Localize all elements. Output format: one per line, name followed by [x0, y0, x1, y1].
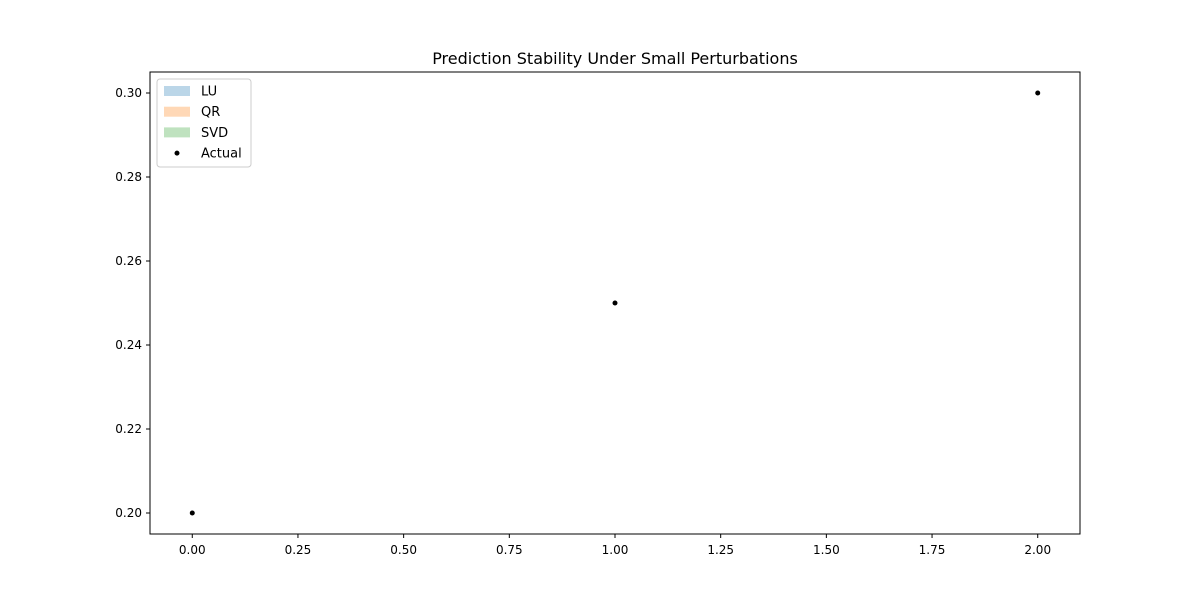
- x-tick-label: 1.50: [813, 543, 840, 557]
- y-axis: 0.20 0.22 0.24 0.26 0.28 0.30: [115, 86, 150, 520]
- legend-label-svd: SVD: [201, 126, 228, 141]
- x-tick-label: 1.75: [919, 543, 946, 557]
- y-tick-label: 0.26: [115, 254, 142, 268]
- legend-label-qr: QR: [201, 105, 220, 120]
- y-tick-label: 0.20: [115, 506, 142, 520]
- y-tick-label: 0.28: [115, 170, 142, 184]
- legend: LU QR SVD Actual: [156, 78, 252, 168]
- legend-label-lu: LU: [201, 85, 217, 100]
- x-tick-label: 0.75: [496, 543, 523, 557]
- x-tick-label: 1.25: [707, 543, 734, 557]
- legend-swatch-lu: [164, 86, 190, 96]
- x-tick-label: 0.00: [179, 543, 206, 557]
- y-tick-label: 0.30: [115, 86, 142, 100]
- legend-swatch-qr: [164, 106, 190, 117]
- legend-swatch-svd: [164, 127, 190, 138]
- legend-label-actual: Actual: [201, 147, 242, 162]
- x-axis: 0.00 0.25 0.50 0.75 1.00 1.25 1.50 1.75 2.00: [179, 534, 1051, 557]
- actual-point: [189, 510, 195, 516]
- y-tick-label: 0.24: [115, 338, 142, 352]
- chart-title: Prediction Stability Under Small Perturb…: [432, 49, 798, 68]
- x-tick-label: 0.25: [285, 543, 312, 557]
- y-tick-label: 0.22: [115, 422, 142, 436]
- x-tick-label: 2.00: [1024, 543, 1051, 557]
- legend-marker-actual: [174, 150, 180, 156]
- actual-point: [1035, 90, 1041, 96]
- x-tick-label: 1.00: [602, 543, 629, 557]
- series-layer: [189, 90, 1041, 516]
- actual-point: [612, 300, 618, 306]
- legend-box: [156, 78, 252, 168]
- x-tick-label: 0.50: [390, 543, 417, 557]
